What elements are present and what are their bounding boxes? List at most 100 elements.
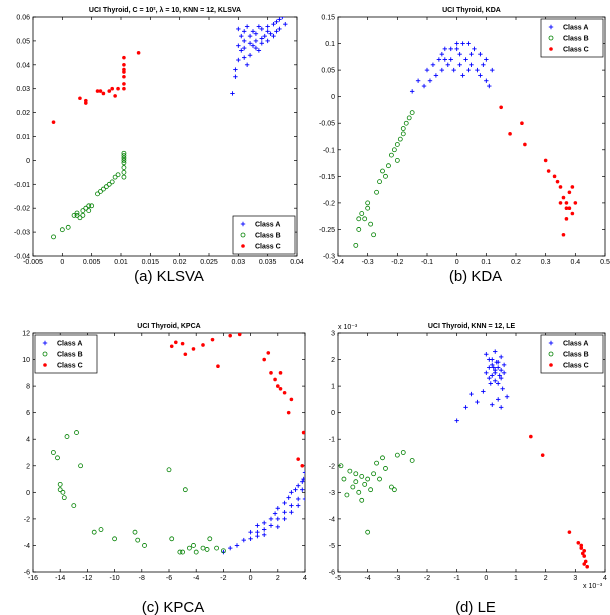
point-class-a [472, 46, 477, 52]
point-class-b [356, 216, 362, 222]
point-class-a [262, 520, 267, 526]
point-class-a [277, 17, 282, 22]
x-tick-label: -4 [193, 575, 199, 582]
data-points [338, 349, 589, 569]
point-class-c [583, 559, 588, 564]
y-tick-label: 0 [331, 94, 335, 101]
point-class-b [406, 115, 412, 121]
point-class-b [80, 208, 86, 213]
point-class-a [253, 38, 259, 44]
point-class-b [121, 155, 127, 161]
data-points [51, 17, 288, 240]
point-class-c [582, 554, 587, 558]
point-class-c [579, 543, 584, 548]
data-points [51, 333, 305, 555]
point-class-a [274, 19, 279, 24]
y-tick-label: 6 [26, 410, 30, 417]
point-class-a [469, 62, 474, 67]
y-tick-label: -0.1 [323, 147, 335, 154]
point-class-a [230, 91, 235, 96]
point-class-a [300, 487, 305, 492]
legend-marker-dot [549, 47, 553, 51]
y-tick-label: -0.25 [319, 227, 335, 234]
point-class-c [301, 430, 305, 435]
point-class-a [475, 399, 480, 405]
y-tick-label: -2 [329, 463, 335, 470]
point-class-c [552, 174, 557, 179]
x-tick-label: -0.3 [362, 259, 374, 266]
y-tick-label: 2 [26, 463, 30, 470]
point-class-a [490, 67, 495, 73]
x-tick-label: -12 [82, 575, 92, 582]
point-class-b [359, 211, 365, 216]
point-class-b [388, 152, 394, 158]
point-class-a [234, 543, 240, 548]
point-class-a [493, 349, 498, 354]
point-class-b [115, 172, 121, 178]
y-tick-label: 0.03 [16, 86, 30, 93]
point-class-c [579, 546, 584, 550]
point-class-b [380, 168, 385, 174]
point-class-a [490, 362, 495, 368]
point-class-a [302, 496, 305, 502]
point-class-c [546, 169, 551, 173]
point-class-c [122, 86, 126, 91]
point-class-a [501, 362, 507, 368]
point-class-a [433, 73, 439, 78]
point-class-a [277, 26, 282, 32]
point-class-a [501, 370, 507, 376]
point-class-a [255, 523, 260, 528]
point-class-b [51, 234, 56, 240]
legend-label: Class C [563, 363, 589, 370]
point-class-a [493, 370, 498, 376]
data-points [353, 41, 578, 248]
point-class-a [481, 389, 486, 394]
point-class-a [484, 352, 489, 357]
x-tick-label: 0.005 [83, 259, 101, 266]
point-class-a [259, 41, 264, 46]
point-class-a [409, 89, 415, 94]
point-class-b [89, 203, 95, 209]
point-class-c [183, 352, 188, 357]
point-class-c [276, 384, 280, 388]
point-class-b [347, 468, 353, 474]
point-class-b [374, 189, 379, 195]
point-class-a [233, 67, 238, 72]
point-class-b [121, 150, 127, 156]
point-class-b [371, 471, 377, 477]
point-class-c [282, 390, 287, 395]
point-class-a [236, 26, 241, 32]
point-class-c [191, 347, 196, 351]
point-class-a [274, 29, 279, 34]
point-class-c [499, 105, 503, 110]
point-class-c [576, 540, 581, 545]
chart-title: UCI Thyroid, KDA [442, 7, 501, 14]
point-class-a [415, 78, 421, 83]
point-class-c [508, 132, 512, 136]
point-class-c [122, 74, 126, 79]
point-class-c [98, 89, 103, 93]
point-class-c [116, 86, 120, 91]
x-tick-label: 0 [455, 259, 459, 266]
y-tick-label: 0 [26, 158, 30, 165]
chart-title: UCI Thyroid, KNN = 12, LE [428, 323, 516, 330]
x-tick-label: 2 [276, 575, 280, 582]
x-tick-label: 0.02 [173, 259, 187, 266]
point-class-c [210, 337, 215, 342]
point-class-a [457, 51, 462, 57]
point-class-b [365, 476, 371, 482]
point-class-a [484, 57, 489, 62]
point-class-a [250, 43, 256, 48]
y-tick-label: 0.04 [16, 62, 30, 69]
legend-label: Class B [255, 233, 281, 240]
point-class-a [268, 31, 273, 36]
x-tick-label: -4 [365, 575, 371, 582]
point-class-a [475, 67, 480, 73]
legend: Class A Class B Class C [540, 334, 604, 374]
y-tick-label: 0.06 [16, 15, 30, 22]
point-class-b [394, 157, 400, 163]
y-tick-label: 0.1 [325, 41, 335, 48]
point-class-b [365, 205, 371, 211]
point-class-b [365, 529, 371, 535]
chart-panel-1: -0.005 0 0.005 0.01 0.015 0.02 0.025 0.03 0.035 0… [14, 6, 304, 285]
